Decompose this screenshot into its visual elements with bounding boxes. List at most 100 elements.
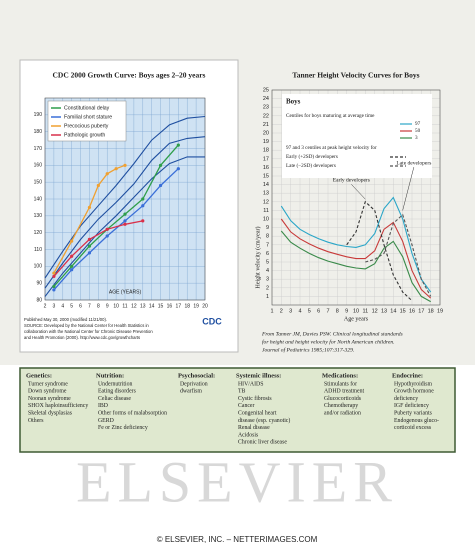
x-tick-label: 11 xyxy=(122,303,127,309)
x-tick-label: 16 xyxy=(409,308,415,314)
series-line xyxy=(44,115,206,279)
y-tick-label: 10 xyxy=(263,216,269,222)
table-item: Glucocorticoids xyxy=(324,396,362,402)
data-point xyxy=(87,237,92,241)
x-tick-label: 18 xyxy=(184,303,190,309)
x-tick-label: 14 xyxy=(390,308,396,314)
x-tick-label: 1 xyxy=(270,308,273,314)
y-tick-label: 9 xyxy=(266,225,269,231)
legend-title: Boys xyxy=(286,98,301,106)
y-tick-label: 20 xyxy=(263,130,269,136)
legend-label: 50 xyxy=(415,128,421,134)
y-tick-label: 180 xyxy=(34,129,43,135)
data-point xyxy=(105,172,109,176)
table-header: Psychosocial: xyxy=(178,372,215,379)
annotation: Late developers xyxy=(396,160,431,166)
x-tick-label: 4 xyxy=(61,303,64,309)
data-point xyxy=(123,219,127,223)
data-point xyxy=(123,222,127,226)
source-note: Published May 30, 2000 (modified 11/21/0… xyxy=(24,317,107,322)
table-item: Eating disorders xyxy=(98,389,137,395)
x-tick-label: 20 xyxy=(202,303,208,309)
logo: CDC xyxy=(202,316,222,326)
source-note: SOURCE: Developed by the National Center… xyxy=(24,323,149,328)
y-tick-label: 80 xyxy=(36,297,42,303)
y-tick-label: 170 xyxy=(34,146,43,152)
data-point xyxy=(52,288,56,292)
y-tick-label: 19 xyxy=(263,139,269,145)
table-item: Undernutrition xyxy=(98,381,133,387)
data-point xyxy=(141,219,145,223)
data-point xyxy=(114,167,118,171)
watermark: ELSEVIER xyxy=(76,449,398,514)
x-tick-label: 5 xyxy=(308,308,311,314)
y-tick-label: 24 xyxy=(263,96,269,102)
x-tick-label: 13 xyxy=(140,303,146,309)
chart-title: CDC 2000 Growth Curve: Boys ages 2–20 ye… xyxy=(53,71,206,80)
table-item: deficiency xyxy=(394,395,418,402)
legend-label: Precocious puberty xyxy=(64,123,109,129)
table-header: Endocrine: xyxy=(392,372,423,379)
table-item: Deprivation xyxy=(180,381,208,387)
legend-label: Constitutional delay xyxy=(64,105,110,111)
caption: Journal of Pediatrics 1985;107:317-329. xyxy=(262,346,354,353)
x-tick-label: 6 xyxy=(317,308,320,314)
table-item: GERD xyxy=(98,418,114,424)
annotation: Early developers xyxy=(333,178,370,184)
table-item: Chemotherapy xyxy=(324,403,358,409)
data-point xyxy=(141,204,145,208)
series-line xyxy=(53,144,179,287)
legend-heading: Centiles for boys maturing at average ti… xyxy=(286,112,375,119)
table-item: Puberty variants xyxy=(394,411,433,417)
table-item: IGF deficiency xyxy=(394,402,429,409)
data-point xyxy=(105,227,109,231)
y-tick-label: 21 xyxy=(263,122,269,128)
table-item: Cancer xyxy=(238,403,254,409)
series-line xyxy=(280,230,431,303)
x-tick-label: 3 xyxy=(289,308,292,314)
data-point xyxy=(52,274,56,279)
x-tick-label: 3 xyxy=(52,303,55,309)
x-tick-label: 4 xyxy=(298,308,301,314)
table-item: Endogenous gluco- xyxy=(394,418,439,424)
data-point xyxy=(70,254,74,258)
table-item: Other forms of malabsorption xyxy=(98,410,167,417)
x-tick-label: 5 xyxy=(70,303,73,309)
table-item: Fe or Zinc deficiency xyxy=(98,424,148,431)
x-tick-label: 9 xyxy=(106,303,109,309)
table-item: and/or radiation xyxy=(324,411,361,417)
plot-frame xyxy=(271,89,441,306)
y-tick-label: 25 xyxy=(263,87,269,93)
y-tick-label: 2 xyxy=(266,285,269,291)
x-tick-label: 18 xyxy=(428,308,434,314)
table-item: Renal disease xyxy=(238,425,270,431)
y-tick-label: 90 xyxy=(36,280,42,286)
plot-frame xyxy=(44,97,206,301)
x-tick-label: 8 xyxy=(336,308,339,314)
annotation-arrow xyxy=(402,167,415,211)
table-item: ADHD treatment xyxy=(324,389,364,395)
caption: From Tanner JM, Davies PSW. Clinical lon… xyxy=(261,331,403,337)
series-line xyxy=(346,200,413,302)
legend-label: 3 xyxy=(415,135,418,141)
series-line xyxy=(280,218,432,299)
table-item: dwarfism xyxy=(180,388,202,395)
x-tick-label: 16 xyxy=(167,303,173,309)
x-tick-label: 17 xyxy=(418,308,424,314)
table-item: Celiac disease xyxy=(98,396,131,402)
data-point xyxy=(96,183,100,188)
y-tick-label: 23 xyxy=(263,105,269,111)
data-point xyxy=(123,163,127,167)
table-item: Turner syndrome xyxy=(28,381,68,387)
data-point xyxy=(176,143,180,147)
x-tick-label: 12 xyxy=(131,303,137,309)
legend-subheading: 97 and 3 centiles at peak height velocit… xyxy=(286,144,377,151)
x-tick-label: 15 xyxy=(400,308,406,314)
data-point xyxy=(70,268,74,272)
x-axis-label: Age years xyxy=(344,316,369,322)
x-tick-label: 9 xyxy=(345,308,348,314)
y-tick-label: 8 xyxy=(266,234,269,240)
series-line xyxy=(53,220,143,277)
y-tick-label: 11 xyxy=(263,208,269,214)
